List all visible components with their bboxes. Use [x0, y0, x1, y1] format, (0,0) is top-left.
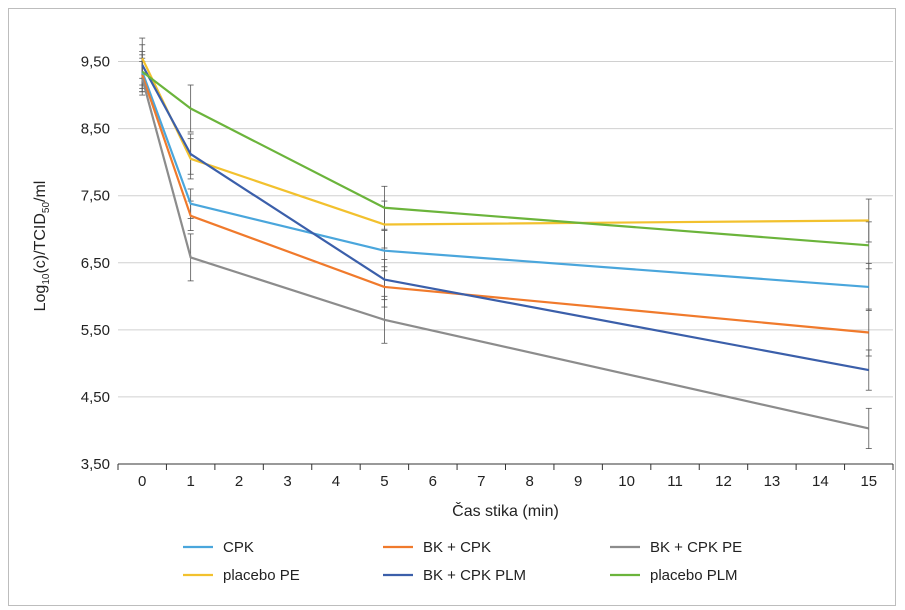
series-line-bk-cpk-plm: [141, 64, 869, 372]
x-tick-label: 12: [715, 473, 732, 490]
series-line-placebo-plm: [141, 70, 869, 247]
y-tick-label: 3,50: [81, 456, 110, 473]
error-bars: [139, 37, 872, 449]
x-tick-label: 1: [186, 473, 194, 490]
x-tick-label: 2: [235, 473, 243, 490]
x-tick-label: 4: [332, 473, 340, 490]
y-axis-title-part: Log: [32, 285, 49, 312]
x-tick-label: 6: [429, 473, 437, 490]
legend: CPK BK + CPK BK + CPK PE placebo PE BK + CPK…: [183, 539, 742, 584]
x-tick-label: 14: [812, 473, 829, 490]
legend-label: placebo PE: [223, 567, 300, 584]
series-lines: [141, 57, 870, 430]
y-tick-label: 7,50: [81, 188, 110, 205]
x-tick-label: 9: [574, 473, 582, 490]
gridlines: [118, 61, 893, 398]
y-axis-title-sub: 10: [41, 273, 52, 285]
legend-label: placebo PLM: [650, 567, 738, 584]
y-axis-title-part: (c)/TCID: [32, 213, 49, 273]
axes: [117, 463, 894, 470]
x-tick-label: 3: [283, 473, 291, 490]
series-line-bk-cpk-pe: [141, 78, 870, 430]
x-tick-label: 15: [860, 473, 877, 490]
y-tick-label: 8,50: [81, 121, 110, 138]
y-axis-title: Log10(c)/TCID50/ml: [32, 181, 52, 312]
x-tick-label: 7: [477, 473, 485, 490]
x-tick-label: 5: [380, 473, 388, 490]
x-tick-labels: 0 1 2 3 4 5 6 7 8 9 10 11 12 13 14 15: [138, 473, 877, 490]
legend-label: BK + CPK: [423, 539, 491, 556]
y-tick-labels: 3,50 4,50 5,50 6,50 7,50 8,50 9,50: [81, 54, 110, 473]
y-tick-label: 6,50: [81, 255, 110, 272]
x-tick-label: 10: [618, 473, 635, 490]
legend-label: CPK: [223, 539, 254, 556]
legend-label: BK + CPK PE: [650, 539, 742, 556]
x-tick-label: 11: [667, 473, 683, 490]
series-line-cpk: [141, 71, 869, 289]
x-axis-title: Čas stika (min): [452, 501, 559, 520]
y-tick-label: 4,50: [81, 389, 110, 406]
x-tick-label: 8: [526, 473, 534, 490]
y-axis-title-part: /ml: [32, 181, 49, 202]
legend-label: BK + CPK PLM: [423, 567, 526, 584]
y-axis-title-sub: 50: [41, 202, 52, 214]
x-tick-label: 13: [764, 473, 781, 490]
y-tick-label: 5,50: [81, 322, 110, 339]
x-tick-label: 0: [138, 473, 146, 490]
y-tick-label: 9,50: [81, 54, 110, 71]
series-line-placebo-pe: [141, 57, 869, 226]
series-line-bk-cpk: [141, 74, 869, 334]
